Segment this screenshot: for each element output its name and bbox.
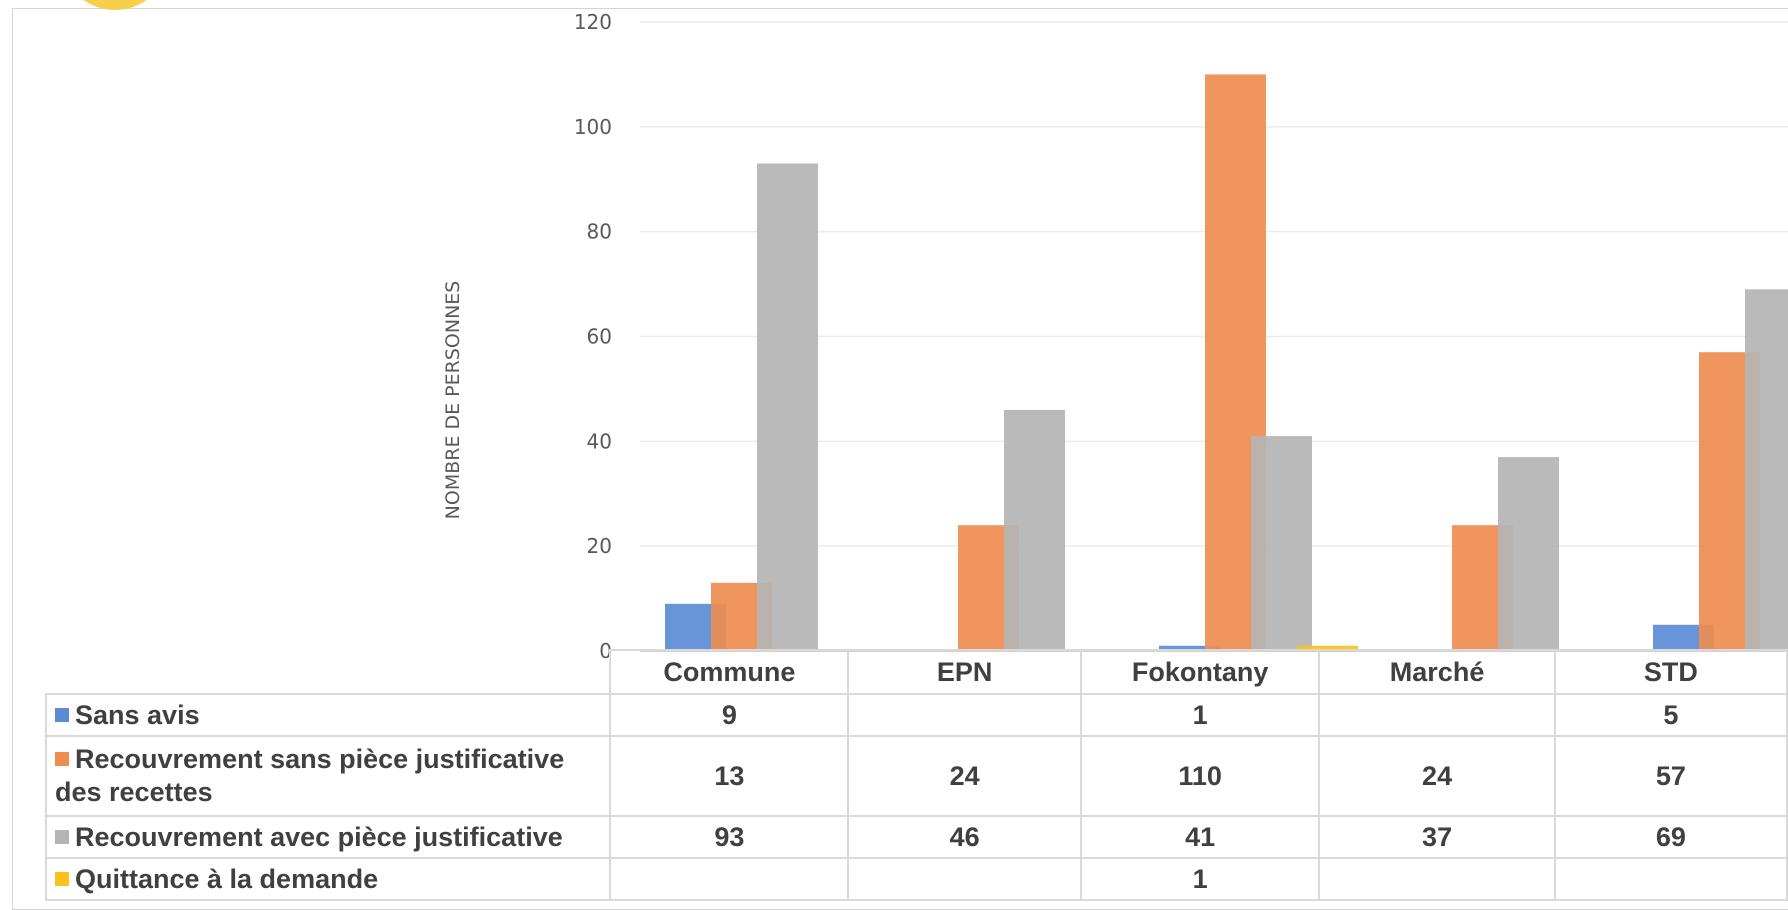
table-corner [46,650,610,694]
category-label: Commune [609,649,850,695]
category-label: Marché [1318,649,1556,695]
data-label: 24 [847,735,1082,817]
y-tick-label: 60 [587,325,612,349]
bar [757,163,818,651]
table-header-row: Commune EPN Fokontany Marché STD [46,649,1788,695]
legend-label: Recouvrement sans pièce justificative de… [55,744,565,807]
data-label [847,857,1082,901]
category-label: Fokontany [1079,649,1321,695]
data-label: 1 [1079,857,1321,901]
data-label: 46 [847,815,1082,859]
legend-entry: Quittance à la demande [44,857,612,901]
bar [1159,645,1220,651]
legend-entry: Recouvrement avec pièce justificative [44,815,612,859]
data-table: Commune EPN Fokontany Marché STD Sans av… [44,649,1788,901]
legend-swatch [55,707,69,722]
category-label: STD [1553,649,1788,695]
data-label [609,857,850,901]
legend-swatch [55,871,69,886]
y-tick-label: 120 [574,10,612,34]
table-row: Quittance à la demande 1 [44,857,1788,901]
legend-swatch [55,752,69,766]
data-label [847,693,1082,737]
category-label: EPN [847,649,1082,695]
y-tick-label: 80 [587,220,612,244]
data-label [1318,857,1556,901]
legend-entry: Sans avis [44,693,612,737]
bar [1297,645,1358,651]
bar [1251,436,1312,651]
data-label: 69 [1553,815,1788,859]
table-row: Recouvrement avec pièce justificative 93 4… [44,815,1788,859]
data-label: 57 [1553,735,1788,817]
data-label: 110 [1079,735,1321,817]
y-axis-ticks: 0 20 40 60 80 100 120 [574,10,612,663]
legend-entry: Recouvrement sans pièce justificative de… [44,735,612,817]
bars [665,74,1788,651]
legend-swatch [55,829,69,844]
data-label: 1 [1079,693,1321,737]
y-tick-label: 100 [574,115,612,139]
data-label [1553,857,1788,901]
data-label: 13 [609,735,850,817]
y-tick-label: 20 [587,534,612,558]
data-label: 24 [1318,735,1556,817]
y-tick-label: 0 [599,639,612,663]
table-row: Recouvrement sans pièce justificative de… [44,735,1788,817]
legend-label: Recouvrement avec pièce justificative [75,821,563,852]
data-label: 9 [609,693,850,737]
y-tick-label: 40 [587,429,612,453]
data-label [1318,693,1556,737]
legend-label: Sans avis [75,699,200,730]
bar [1745,289,1788,651]
bar [1498,457,1559,651]
badge-circle [60,0,170,10]
data-label: 37 [1318,815,1556,859]
legend-label: Quittance à la demande [75,863,379,894]
bar [1004,409,1065,651]
y-axis-title: NOMBRE DE PERSONNES [442,281,464,520]
data-label: 5 [1553,693,1788,737]
data-label: 93 [609,815,850,859]
table-row: Sans avis 9 1 5 [44,693,1788,737]
data-label: 41 [1079,815,1321,859]
